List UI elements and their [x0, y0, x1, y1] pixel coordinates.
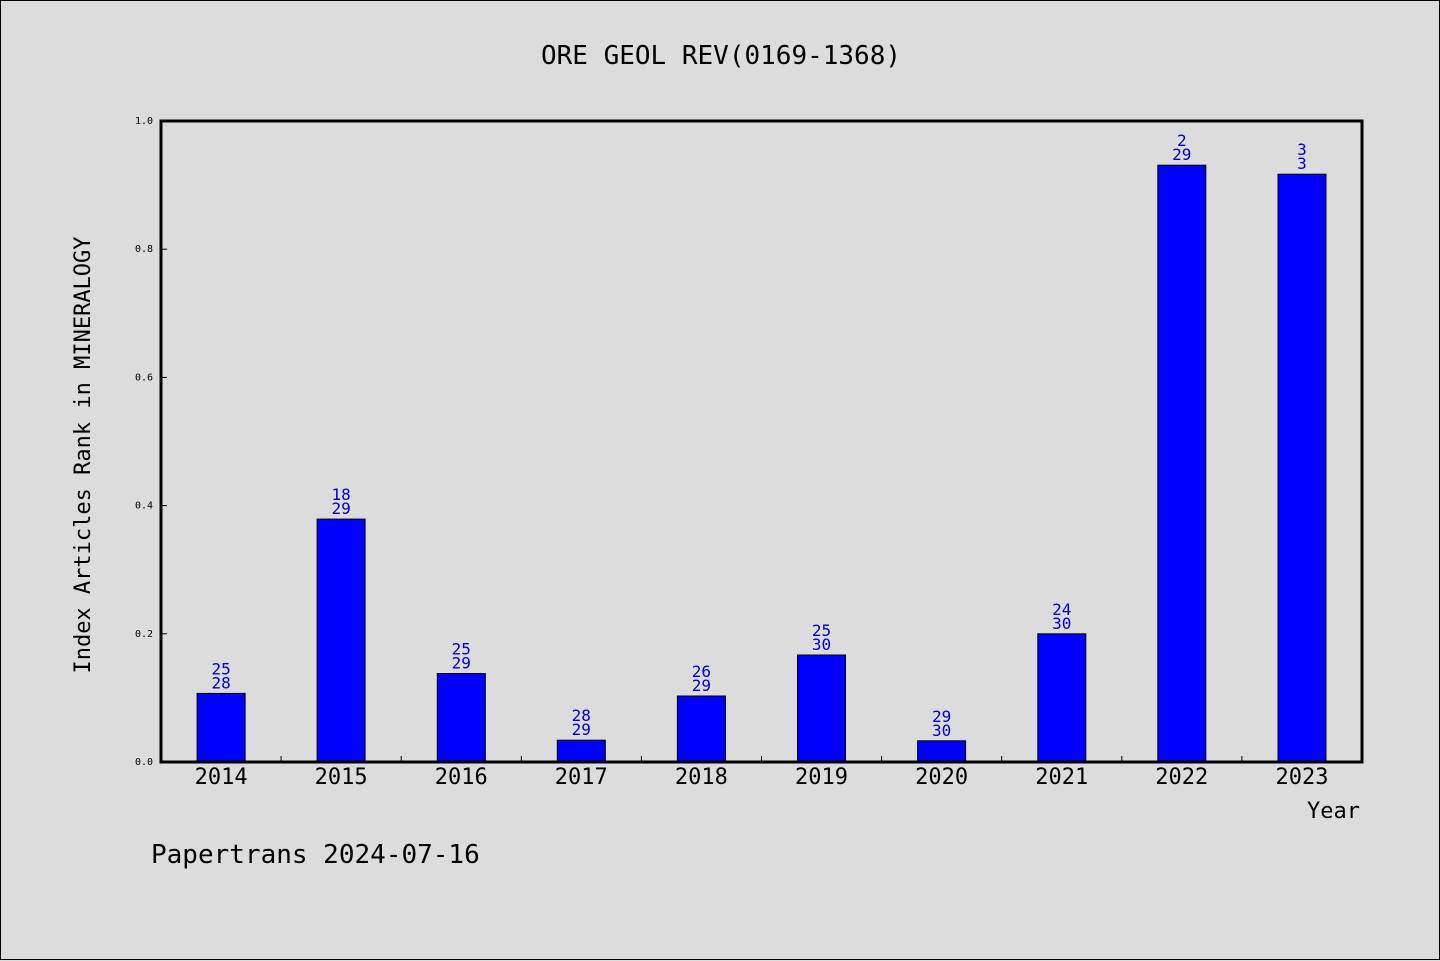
x-tick-label-2022: 2022 — [1155, 765, 1208, 790]
bar-2021 — [1037, 633, 1087, 763]
bar-total-label-2016: 29 — [452, 654, 471, 673]
bar-rank-label-2018: 26 — [692, 662, 711, 681]
x-tick-label-2018: 2018 — [675, 765, 728, 790]
bar-total-label-2019: 30 — [812, 635, 831, 654]
bar-2015 — [316, 518, 366, 763]
chart-title: ORE GEOL REV(0169-1368) — [541, 41, 901, 71]
x-tick-label-2017: 2017 — [555, 765, 608, 790]
bar-total-label-2018: 29 — [692, 676, 711, 695]
bar-total-label-2014: 28 — [211, 673, 230, 692]
x-tick-label-2015: 2015 — [315, 765, 368, 790]
bar-rank-label-2014: 25 — [211, 659, 230, 678]
bar-rank-label-2017: 28 — [572, 706, 591, 725]
bar-total-label-2021: 30 — [1052, 614, 1071, 633]
y-tick-label-0.4: 0.4 — [135, 501, 153, 512]
x-tick-label-2021: 2021 — [1035, 765, 1088, 790]
bar-2023 — [1277, 173, 1327, 763]
bar-rank-label-2020: 29 — [932, 707, 951, 726]
y-tick-label-0.0: 0.0 — [135, 757, 153, 768]
bar-2014 — [196, 692, 246, 763]
bar-rank-label-2016: 25 — [452, 640, 471, 659]
plot-area-border — [159, 119, 1364, 764]
bar-total-label-2017: 29 — [572, 720, 591, 739]
x-tick-label-2014: 2014 — [195, 765, 248, 790]
bar-total-label-2023: 3 — [1297, 154, 1307, 173]
bar-rank-label-2022: 2 — [1177, 131, 1187, 150]
bar-2017 — [556, 739, 606, 763]
bar-2018 — [676, 695, 726, 763]
bar-total-label-2022: 29 — [1172, 145, 1191, 164]
bar-rank-label-2023: 3 — [1297, 140, 1307, 159]
bars-group — [196, 164, 1327, 763]
x-tick-label-2016: 2016 — [435, 765, 488, 790]
x-axis-label: Year — [1307, 799, 1360, 824]
bar-rank-label-2015: 18 — [331, 485, 350, 504]
bar-2016 — [436, 673, 486, 763]
bar-2022 — [1157, 164, 1207, 763]
bar-rank-label-2019: 25 — [812, 621, 831, 640]
y-tick-label-1.0: 1.0 — [135, 116, 153, 127]
bar-2019 — [797, 654, 846, 763]
y-tick-label-0.6: 0.6 — [135, 372, 153, 383]
y-axis-label: Index Articles Rank in MINERALOGY — [71, 236, 96, 673]
x-tick-label-2019: 2019 — [795, 765, 848, 790]
bar-2020 — [917, 740, 967, 763]
footer-credit: Papertrans 2024-07-16 — [151, 840, 480, 870]
bar-rank-label-2021: 24 — [1052, 600, 1071, 619]
bar-total-label-2015: 29 — [331, 499, 350, 518]
x-tick-label-2023: 2023 — [1276, 765, 1329, 790]
y-tick-label-0.2: 0.2 — [135, 629, 153, 640]
bar-total-label-2020: 30 — [932, 721, 951, 740]
x-tick-label-2020: 2020 — [915, 765, 968, 790]
y-tick-label-0.8: 0.8 — [135, 244, 153, 255]
x-ticks-group: 2014 2015 2016 2017 2018 2019 2020 2021 2022 2023 — [195, 756, 1329, 790]
